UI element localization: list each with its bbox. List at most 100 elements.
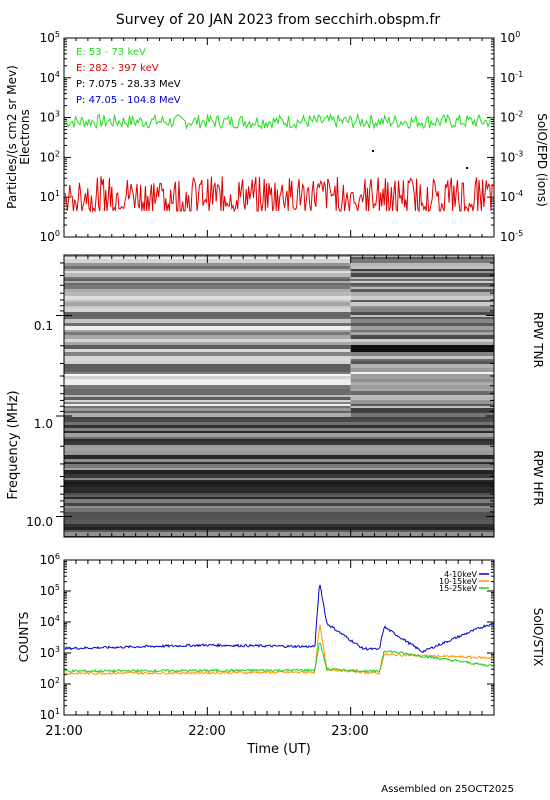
spectrogram-band	[64, 266, 351, 269]
spectrogram-band	[64, 484, 494, 487]
spectrogram-band	[64, 317, 351, 319]
rpw-tnr-label: RPW TNR	[531, 312, 545, 368]
epd-tick-label: 105	[40, 30, 60, 45]
spectrogram-band	[64, 277, 351, 279]
spectrogram-band	[350, 372, 494, 374]
spectrogram-band	[64, 441, 494, 443]
spectrogram-band	[64, 356, 351, 359]
spectrogram-band	[64, 330, 351, 332]
rpw-tick-label: 1.0	[34, 417, 53, 431]
spectrogram-band	[350, 385, 494, 389]
spectrogram-band	[64, 482, 494, 484]
spectrogram-band	[64, 306, 351, 308]
spectrogram-band	[64, 385, 351, 389]
spectrogram-band	[64, 506, 494, 508]
epd-ylabel: Particles/(s cm2 sr Mev)	[5, 65, 19, 209]
spectrogram-band	[350, 273, 494, 277]
stix-legend-item: 10-15keV	[439, 577, 478, 586]
epd-tick-label: 104	[40, 70, 60, 85]
spectrogram-band	[350, 413, 494, 417]
page-title: Survey of 20 JAN 2023 from secchirh.obsp…	[116, 12, 440, 28]
spectrogram-band	[64, 289, 351, 292]
epd-legend-item: E: 53 - 73 keV	[76, 47, 146, 58]
x-axis-label: Time (UT)	[246, 742, 311, 757]
spectrogram-band	[350, 389, 494, 391]
stix-lines	[64, 584, 494, 676]
epd-legend: E: 53 - 73 keV E: 282 - 397 keV P: 7.075…	[76, 47, 181, 106]
spectrogram-band	[64, 478, 494, 480]
spectrogram-band	[64, 455, 494, 459]
spectrogram-band	[350, 332, 494, 335]
footer-assembled: Assembled on 25OCT2025	[381, 784, 514, 795]
spectrogram-band	[64, 312, 351, 315]
stix-legend: 4-10keV 10-15keV 15-25keV	[439, 570, 489, 593]
stix-ticks: 101 102 103 104 105 106	[40, 552, 495, 722]
spectrogram-band	[350, 335, 494, 339]
spectrogram-band	[64, 273, 351, 277]
spectrogram-band	[64, 474, 494, 478]
spectrogram-band	[350, 279, 494, 281]
spectrogram-band	[350, 296, 494, 300]
spectrogram-band	[64, 459, 494, 462]
spectrogram-band	[64, 308, 351, 312]
stix-tick-label: 104	[40, 614, 60, 629]
stix-legend-item: 15-25keV	[439, 584, 478, 593]
spectrogram-band	[64, 263, 351, 266]
spectrogram-band	[64, 269, 351, 271]
spectrogram-band	[350, 323, 494, 326]
spectrogram-band	[64, 433, 494, 437]
stix-panel: 101 102 103 104 105 106 4-10keV 10-15keV 15-2…	[17, 552, 545, 757]
spectrogram-band	[64, 489, 494, 493]
spectrogram-band	[64, 470, 494, 474]
spectrogram-band	[64, 404, 351, 406]
spectrogram-band	[64, 439, 494, 441]
epd-panel: 100 101 102 103 104 105 10-5 10-4 10-3 10-2 10-1 10…	[5, 30, 549, 244]
spectrogram-band	[350, 395, 494, 397]
spectrogram-band	[64, 497, 494, 499]
spectrogram-band	[350, 266, 494, 269]
spectrogram-band	[64, 287, 351, 289]
stix-series-line	[64, 584, 494, 654]
spectrogram-band	[64, 462, 494, 464]
spectrogram-band	[64, 520, 494, 524]
spectrogram-band	[64, 335, 351, 339]
spectrogram-band	[64, 419, 494, 422]
stix-ylabel: COUNTS	[17, 612, 31, 663]
spectrogram-band	[350, 283, 494, 285]
spectrogram-band	[64, 516, 494, 520]
spectrogram-band	[64, 323, 351, 326]
spectrogram-band	[64, 292, 351, 296]
spectrogram-band	[64, 332, 351, 335]
epd-right-tick-label: 10-4	[500, 189, 523, 204]
spectrogram-band	[350, 402, 494, 404]
spectrogram-band	[64, 468, 494, 470]
spectrogram-band	[64, 300, 351, 302]
spectrogram-band	[64, 408, 351, 411]
spectrogram-band	[350, 382, 494, 385]
spectrogram-band	[350, 300, 494, 302]
spectrogram-band	[350, 319, 494, 323]
spectrogram-band	[64, 281, 351, 283]
spectrogram-band	[64, 349, 351, 352]
spectrogram-band	[350, 400, 494, 402]
spectrogram-band	[64, 342, 351, 345]
spectrogram-band	[64, 389, 351, 391]
rpw-ticks	[56, 255, 495, 537]
spectrogram-band	[64, 339, 351, 342]
spectrogram-band	[350, 376, 494, 379]
spectrogram-band	[64, 395, 351, 397]
epd-series-line	[64, 176, 493, 213]
spectrogram-band	[64, 445, 494, 447]
epd-right-tick-label: 10-1	[500, 70, 523, 85]
spectrogram-band	[350, 259, 494, 263]
spectrogram-band	[64, 443, 494, 445]
epd-ylabel-right: SolO/EPD (ions)	[535, 113, 549, 207]
spectrogram-band	[350, 342, 494, 345]
epd-right-tick-label: 10-3	[500, 149, 523, 164]
epd-tick-label: 100	[40, 229, 60, 244]
rpw-panel: 0.1 1.0 10.0 Frequency (MHz) RPW TNR RPW…	[6, 254, 545, 538]
spectrogram-band	[64, 428, 494, 431]
spectrogram-band	[64, 495, 494, 497]
spectrogram-band	[64, 425, 494, 428]
spectrogram-band	[350, 339, 494, 342]
